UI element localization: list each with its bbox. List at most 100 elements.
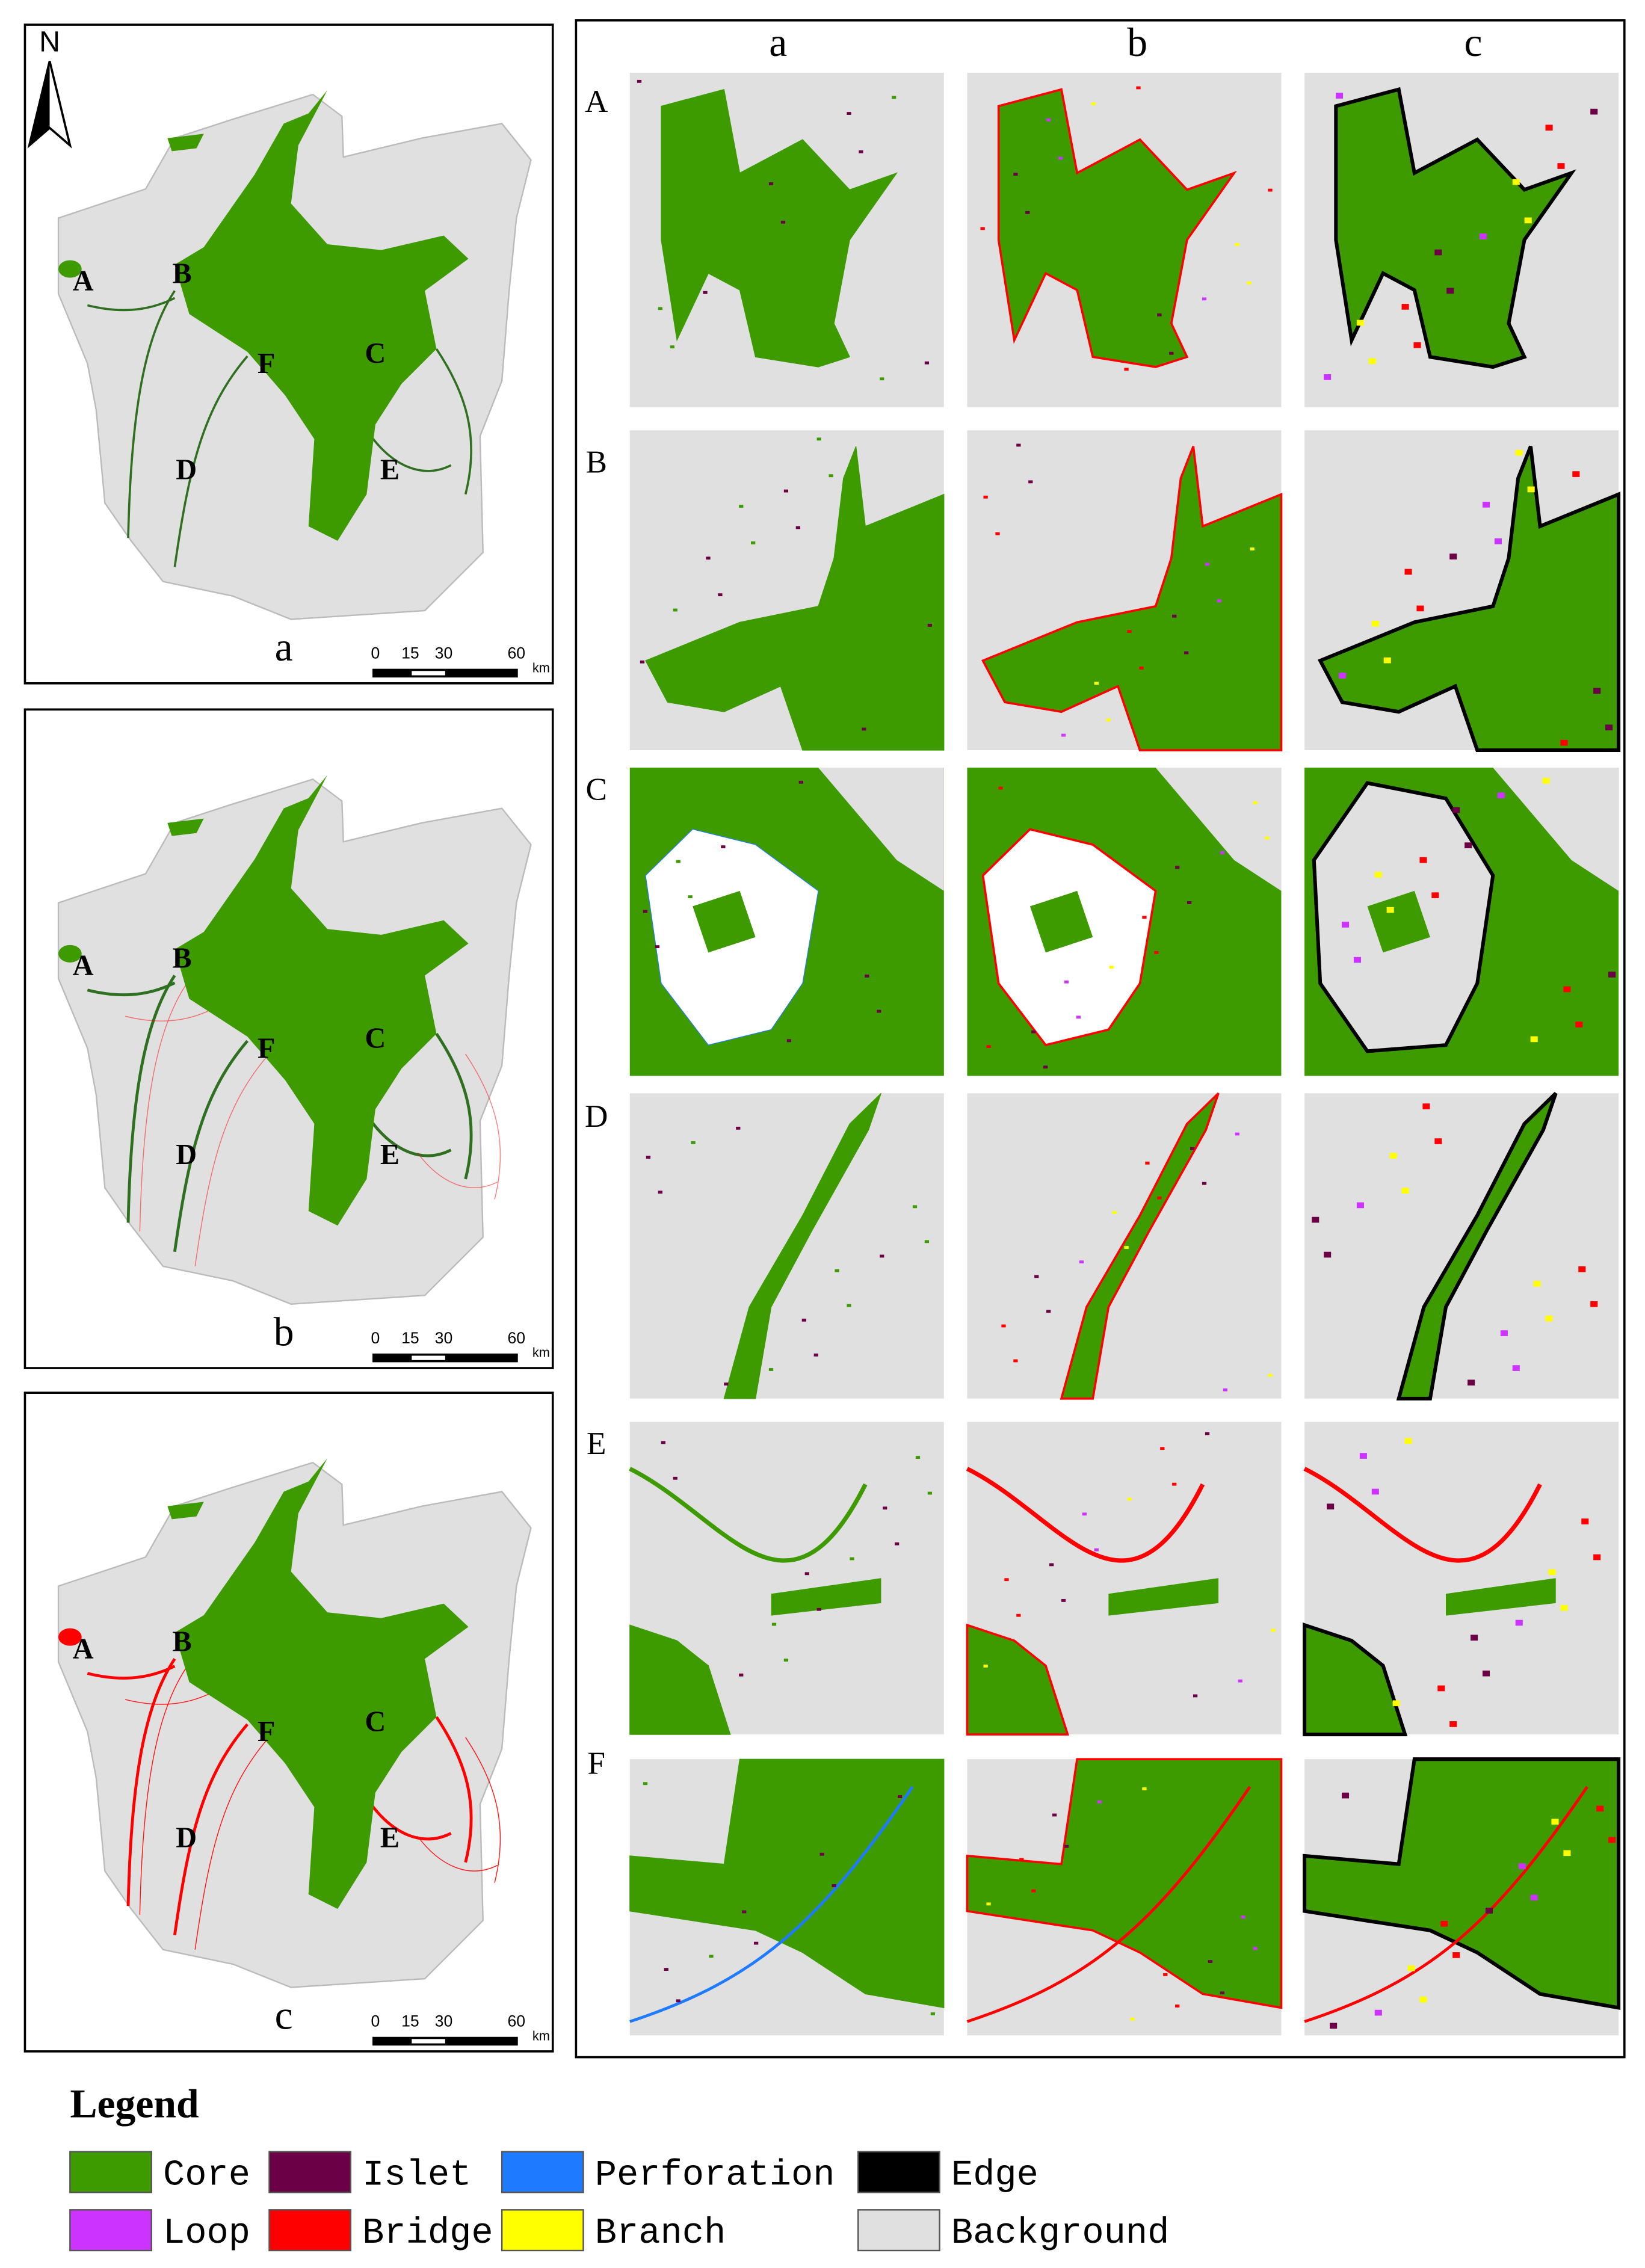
patch xyxy=(798,780,803,784)
core-area xyxy=(1060,1092,1220,1400)
patch xyxy=(986,1902,991,1906)
patch xyxy=(739,505,744,508)
detail-tile xyxy=(629,430,945,751)
map: A B C D E Fa 0 15 30 60 km xyxy=(57,90,550,678)
detail-tile xyxy=(629,1092,944,1399)
patch xyxy=(1449,553,1457,559)
patch xyxy=(709,1955,714,1958)
patch xyxy=(816,1607,821,1611)
patch xyxy=(1468,1379,1475,1386)
minor-river xyxy=(125,1692,213,1705)
patch xyxy=(1560,1604,1568,1611)
patch xyxy=(980,227,985,230)
core-area xyxy=(174,90,469,541)
patch xyxy=(1184,651,1189,655)
patch xyxy=(1581,1518,1589,1524)
patch xyxy=(718,593,723,597)
patch xyxy=(847,112,851,115)
row-label: B xyxy=(585,445,606,480)
patch xyxy=(1356,319,1364,326)
patch xyxy=(1238,1679,1242,1683)
scale-tick-label: 30 xyxy=(435,644,453,662)
river xyxy=(435,1716,473,1863)
patch xyxy=(1401,304,1409,310)
patch xyxy=(1327,1503,1335,1510)
grid-frame xyxy=(575,19,1626,2059)
patch xyxy=(780,220,786,224)
patch xyxy=(832,1025,836,1028)
corridor xyxy=(629,1467,868,1563)
patch xyxy=(1076,1015,1081,1019)
patch xyxy=(1482,1670,1490,1677)
patch xyxy=(1208,1960,1213,1963)
patch xyxy=(640,660,645,664)
patch xyxy=(1205,1432,1210,1435)
patch xyxy=(930,2012,936,2015)
legend-label: Loop xyxy=(163,2213,250,2254)
scale-bar-segment xyxy=(412,671,445,676)
patch xyxy=(859,150,863,153)
legend-swatch xyxy=(857,2151,940,2193)
patch xyxy=(897,1795,903,1798)
patch xyxy=(895,676,900,679)
core-area xyxy=(629,1624,731,1735)
region-label: D xyxy=(176,1822,197,1854)
patch xyxy=(1046,118,1051,122)
patch xyxy=(1097,1800,1102,1804)
patch xyxy=(1202,297,1207,301)
minor-river xyxy=(417,1152,498,1188)
patch xyxy=(1542,777,1550,784)
map-label: a xyxy=(275,624,293,670)
patch xyxy=(1339,673,1347,679)
patch xyxy=(765,830,771,834)
core-patch xyxy=(167,134,204,152)
detail-tile xyxy=(629,768,944,1076)
north-label: N xyxy=(39,25,60,58)
background-area xyxy=(1155,768,1282,891)
patch xyxy=(1139,667,1144,670)
core-area xyxy=(1396,1092,1558,1401)
patch xyxy=(1374,872,1382,878)
patch xyxy=(754,1941,759,1945)
scale-tick-label: 60 xyxy=(508,1329,526,1347)
patch xyxy=(771,1622,777,1626)
patch xyxy=(1533,1281,1541,1287)
river xyxy=(369,1803,452,1841)
patch xyxy=(1419,857,1427,863)
patch xyxy=(637,79,642,83)
core-area xyxy=(981,446,1283,751)
patch xyxy=(768,182,774,185)
patch xyxy=(906,712,912,715)
patch xyxy=(1253,1947,1258,1950)
patch xyxy=(1064,1844,1069,1848)
map-frame xyxy=(23,23,554,685)
river xyxy=(370,435,452,472)
core-area xyxy=(1303,1622,1408,1737)
patch xyxy=(1404,569,1412,575)
patch xyxy=(853,1808,857,1811)
detail-tile xyxy=(967,72,1282,407)
patch xyxy=(1079,1260,1084,1264)
patch xyxy=(1545,125,1553,131)
patch xyxy=(1106,718,1111,722)
patch xyxy=(801,1318,806,1322)
patch xyxy=(847,1304,851,1307)
patch xyxy=(813,166,818,170)
patch xyxy=(909,960,915,963)
patch xyxy=(783,1659,789,1662)
patch xyxy=(1515,449,1523,456)
patch xyxy=(832,1884,836,1887)
core-patch xyxy=(693,890,756,953)
detail-tile xyxy=(1303,1422,1619,1737)
patch xyxy=(676,860,681,863)
patch xyxy=(1028,480,1033,484)
patch xyxy=(688,895,693,899)
corridor xyxy=(629,1786,914,2023)
patch xyxy=(1004,1578,1009,1582)
patch xyxy=(1392,1700,1400,1707)
region-label: E xyxy=(380,1139,400,1171)
patch xyxy=(892,96,897,99)
patch xyxy=(1187,901,1192,904)
